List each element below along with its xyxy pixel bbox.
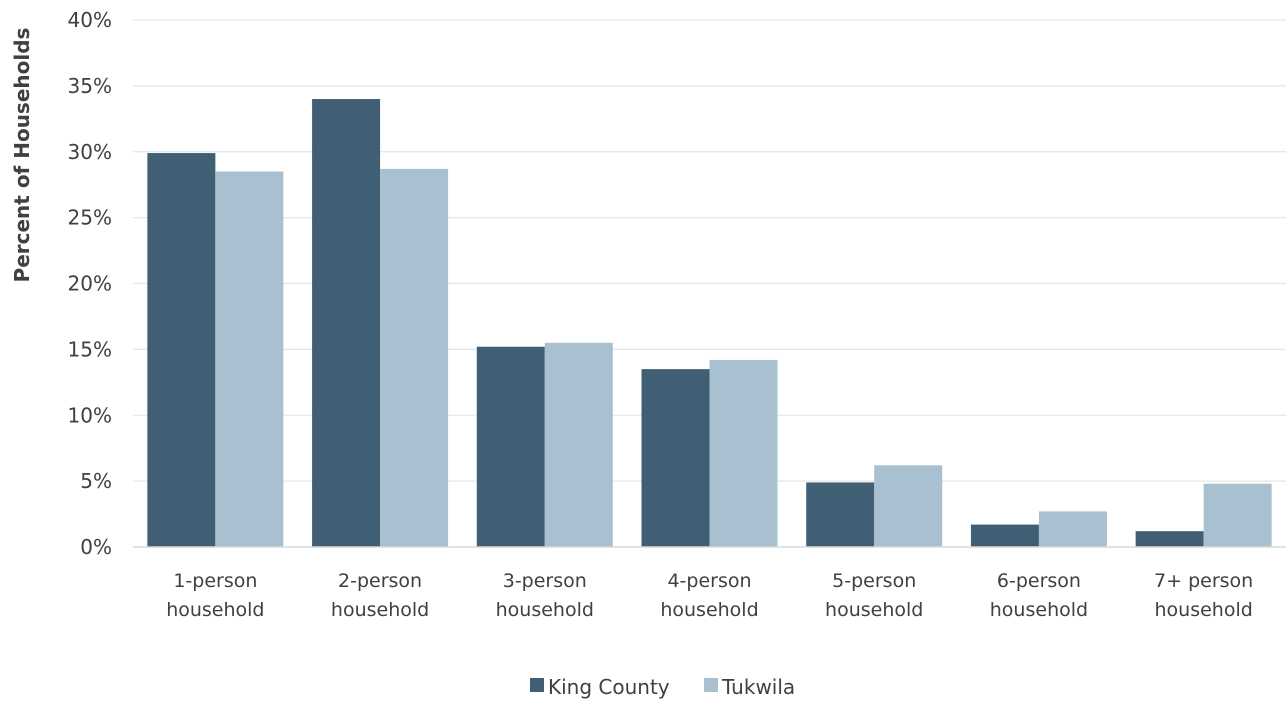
x-axis-categories: 1-person household 2-person household 3-pers…	[166, 570, 1253, 621]
y-tick-label: 25%	[68, 206, 112, 230]
bar-tukwila	[709, 359, 778, 547]
x-category-label: 3-person	[503, 570, 587, 592]
x-category-label: 7+ person	[1154, 570, 1253, 592]
legend-label-king-county: King County	[548, 675, 670, 699]
bar-tukwila	[1203, 483, 1272, 547]
x-category-label: 1-person	[173, 570, 257, 592]
bar-tukwila	[544, 342, 613, 547]
bar-king-county	[476, 346, 545, 547]
bar-king-county	[147, 153, 216, 547]
x-category-label: 2-person	[338, 570, 422, 592]
y-tick-label: 30%	[68, 140, 112, 164]
bar-tukwila	[1038, 511, 1107, 547]
x-category-label: 5-person	[832, 570, 916, 592]
legend-swatch-tukwila	[704, 678, 718, 692]
x-category-label: household	[331, 599, 429, 621]
x-category-label: household	[825, 599, 923, 621]
y-tick-label: 5%	[80, 469, 112, 493]
legend-label-tukwila: Tukwila	[721, 675, 795, 699]
bar-tukwila	[380, 168, 449, 547]
x-category-label: household	[1154, 599, 1252, 621]
y-tick-label: 10%	[68, 403, 112, 427]
y-tick-label: 40%	[68, 8, 112, 32]
bar-king-county	[312, 99, 381, 548]
bar-tukwila	[215, 171, 284, 547]
y-tick-label: 0%	[80, 535, 112, 559]
x-category-label: 4-person	[667, 570, 751, 592]
bar-king-county	[641, 369, 710, 547]
x-category-label: 6-person	[997, 570, 1081, 592]
x-category-label: household	[660, 599, 758, 621]
y-axis-ticks: 0% 5% 10% 15% 20% 25% 30% 35% 40%	[68, 8, 112, 559]
bar-tukwila	[874, 465, 943, 547]
bars	[147, 99, 1272, 548]
bar-king-county	[806, 482, 875, 547]
x-category-label: household	[990, 599, 1088, 621]
legend: King County Tukwila	[530, 675, 795, 699]
x-category-label: household	[496, 599, 594, 621]
y-axis-label: Percent of Households	[10, 28, 34, 283]
y-tick-label: 15%	[68, 337, 112, 361]
y-tick-label: 20%	[68, 272, 112, 296]
bar-king-county	[970, 524, 1039, 547]
bar-king-county	[1135, 531, 1204, 547]
y-tick-label: 35%	[68, 74, 112, 98]
x-category-label: household	[166, 599, 264, 621]
legend-swatch-king-county	[530, 678, 544, 692]
